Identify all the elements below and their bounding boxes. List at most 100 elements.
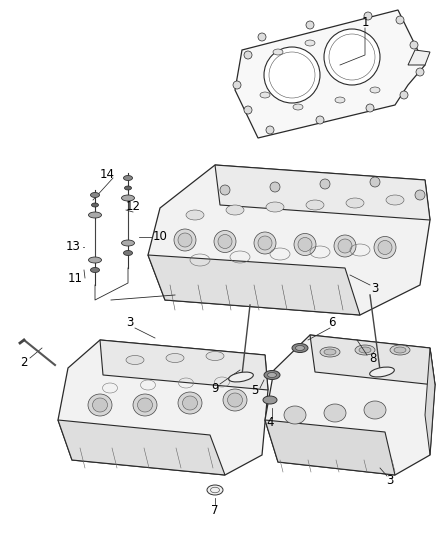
Text: 11: 11 <box>67 271 82 285</box>
Text: 8: 8 <box>369 351 377 365</box>
Circle shape <box>233 81 241 89</box>
Ellipse shape <box>124 251 133 255</box>
Text: 3: 3 <box>126 317 134 329</box>
Text: 13: 13 <box>66 240 81 254</box>
Ellipse shape <box>390 345 410 355</box>
Ellipse shape <box>305 40 315 46</box>
Text: 10: 10 <box>152 230 167 244</box>
Circle shape <box>415 190 425 200</box>
Ellipse shape <box>121 195 134 201</box>
Ellipse shape <box>359 347 371 353</box>
Ellipse shape <box>258 236 272 250</box>
Ellipse shape <box>320 347 340 357</box>
Text: 4: 4 <box>266 416 274 430</box>
Circle shape <box>258 33 266 41</box>
Circle shape <box>264 47 320 103</box>
Circle shape <box>320 179 330 189</box>
Ellipse shape <box>296 345 304 351</box>
Ellipse shape <box>121 240 134 246</box>
Ellipse shape <box>264 370 280 379</box>
Text: 3: 3 <box>386 473 394 487</box>
Text: 5: 5 <box>251 384 259 397</box>
Ellipse shape <box>370 367 394 377</box>
Ellipse shape <box>133 394 157 416</box>
Ellipse shape <box>338 239 352 253</box>
Polygon shape <box>425 348 435 455</box>
Polygon shape <box>235 10 425 138</box>
Ellipse shape <box>378 240 392 254</box>
Circle shape <box>316 116 324 124</box>
Ellipse shape <box>183 396 198 410</box>
Ellipse shape <box>273 49 283 55</box>
Ellipse shape <box>324 404 346 422</box>
Text: 7: 7 <box>211 504 219 516</box>
Circle shape <box>366 104 374 112</box>
Ellipse shape <box>174 229 196 251</box>
Ellipse shape <box>124 175 133 181</box>
Ellipse shape <box>394 347 406 353</box>
Ellipse shape <box>91 268 99 272</box>
Ellipse shape <box>124 186 131 190</box>
Circle shape <box>324 29 380 85</box>
Ellipse shape <box>206 351 224 360</box>
Ellipse shape <box>88 394 112 416</box>
Circle shape <box>220 185 230 195</box>
Circle shape <box>244 106 252 114</box>
Ellipse shape <box>346 198 364 208</box>
Ellipse shape <box>254 232 276 254</box>
Circle shape <box>306 21 314 29</box>
Polygon shape <box>58 340 268 475</box>
Text: 12: 12 <box>126 200 141 214</box>
Ellipse shape <box>226 205 244 215</box>
Ellipse shape <box>166 353 184 362</box>
Polygon shape <box>408 50 430 65</box>
Circle shape <box>266 126 274 134</box>
Text: 14: 14 <box>99 168 114 182</box>
Ellipse shape <box>335 97 345 103</box>
Text: 9: 9 <box>211 382 219 394</box>
Ellipse shape <box>88 212 102 218</box>
Ellipse shape <box>294 233 316 255</box>
Ellipse shape <box>293 104 303 110</box>
Circle shape <box>370 177 380 187</box>
Ellipse shape <box>214 230 236 253</box>
Ellipse shape <box>178 233 192 247</box>
Ellipse shape <box>266 202 284 212</box>
Ellipse shape <box>223 389 247 411</box>
Ellipse shape <box>364 401 386 419</box>
Ellipse shape <box>370 87 380 93</box>
Ellipse shape <box>178 392 202 414</box>
Circle shape <box>400 91 408 99</box>
Ellipse shape <box>334 235 356 257</box>
Circle shape <box>270 182 280 192</box>
Text: 6: 6 <box>328 316 336 328</box>
Ellipse shape <box>268 373 276 377</box>
Polygon shape <box>310 335 435 385</box>
Ellipse shape <box>126 356 144 365</box>
Circle shape <box>244 51 252 59</box>
Polygon shape <box>265 420 395 475</box>
Ellipse shape <box>306 200 324 210</box>
Text: 3: 3 <box>371 281 379 295</box>
Polygon shape <box>215 165 430 220</box>
Ellipse shape <box>91 192 99 198</box>
Text: 2: 2 <box>20 356 28 368</box>
Polygon shape <box>58 420 225 475</box>
Ellipse shape <box>374 237 396 259</box>
Ellipse shape <box>284 406 306 424</box>
Text: 1: 1 <box>361 15 369 28</box>
Ellipse shape <box>218 235 232 248</box>
Ellipse shape <box>88 257 102 263</box>
Ellipse shape <box>292 343 308 352</box>
Ellipse shape <box>386 195 404 205</box>
Ellipse shape <box>298 238 312 252</box>
Ellipse shape <box>324 349 336 355</box>
Ellipse shape <box>355 345 375 355</box>
Circle shape <box>410 41 418 49</box>
Ellipse shape <box>227 393 243 407</box>
Polygon shape <box>148 165 430 315</box>
Polygon shape <box>100 340 268 390</box>
Ellipse shape <box>92 203 99 207</box>
Ellipse shape <box>260 92 270 98</box>
Ellipse shape <box>92 398 107 412</box>
